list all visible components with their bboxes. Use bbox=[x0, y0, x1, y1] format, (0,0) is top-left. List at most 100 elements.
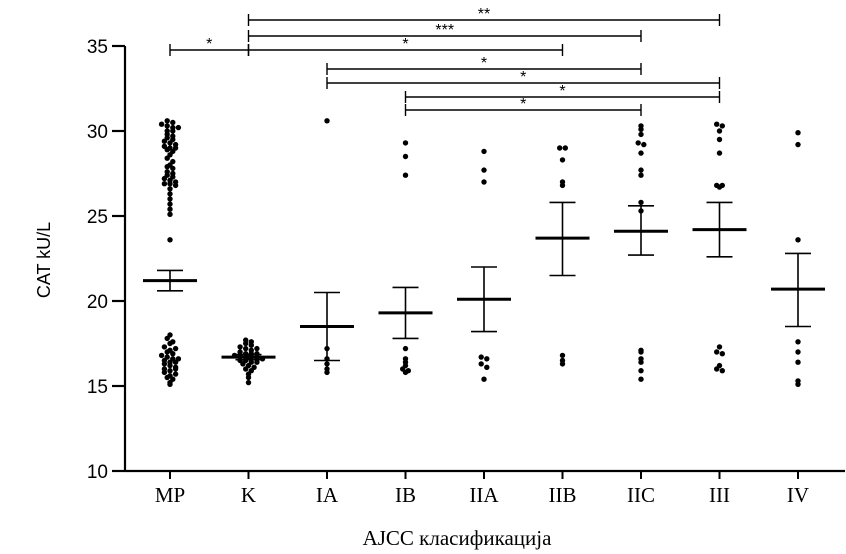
data-point bbox=[167, 368, 173, 374]
data-point bbox=[714, 349, 720, 355]
group-ib bbox=[378, 140, 433, 376]
data-point bbox=[167, 211, 173, 217]
data-point bbox=[557, 145, 563, 151]
sig-label: * bbox=[206, 36, 212, 53]
data-point bbox=[172, 345, 179, 352]
data-point bbox=[167, 181, 173, 187]
data-point bbox=[170, 351, 176, 357]
data-point bbox=[638, 150, 644, 156]
data-point bbox=[243, 366, 249, 372]
data-point bbox=[795, 349, 801, 355]
data-point bbox=[795, 359, 801, 365]
data-point bbox=[161, 344, 168, 350]
sig-bracket: * bbox=[404, 96, 642, 116]
data-point bbox=[164, 123, 170, 129]
data-point bbox=[402, 172, 409, 178]
data-point bbox=[716, 150, 723, 156]
group-k bbox=[221, 337, 276, 386]
x-tick-label: IIC bbox=[627, 483, 655, 507]
sig-label: * bbox=[520, 96, 526, 113]
data-point bbox=[795, 237, 801, 243]
data-point bbox=[719, 368, 725, 374]
data-point bbox=[638, 368, 644, 374]
data-point bbox=[481, 148, 487, 155]
data-point bbox=[172, 182, 179, 189]
sig-bracket: * bbox=[326, 55, 642, 75]
data-point bbox=[719, 123, 725, 129]
data-point bbox=[638, 376, 644, 382]
data-point bbox=[167, 362, 173, 369]
data-point bbox=[795, 130, 801, 136]
group-iib bbox=[535, 145, 590, 367]
x-tick-label: K bbox=[241, 483, 256, 507]
group-mp bbox=[143, 118, 197, 387]
data-point bbox=[324, 369, 330, 376]
y-axis: 10 15 20 25 30 35 bbox=[87, 37, 127, 483]
data-point bbox=[795, 381, 801, 387]
data-point bbox=[719, 351, 725, 357]
data-point bbox=[478, 361, 484, 367]
data-point bbox=[158, 352, 165, 359]
y-tick-label: 15 bbox=[87, 377, 108, 398]
group-ia bbox=[300, 118, 354, 376]
sig-bracket: * bbox=[247, 36, 564, 56]
data-point bbox=[172, 359, 179, 365]
data-point bbox=[716, 184, 723, 190]
data-point bbox=[481, 167, 487, 173]
data-point bbox=[714, 366, 720, 372]
data-point bbox=[237, 344, 243, 350]
data-point bbox=[167, 196, 173, 202]
data-point bbox=[484, 364, 490, 370]
data-point bbox=[170, 119, 176, 126]
data-point bbox=[164, 147, 170, 153]
data-point bbox=[559, 182, 566, 189]
data-point bbox=[161, 181, 168, 187]
data-point bbox=[638, 131, 644, 138]
data-point bbox=[167, 191, 173, 197]
sig-label: * bbox=[481, 55, 487, 72]
data-point bbox=[484, 356, 490, 362]
y-tick-label: 10 bbox=[87, 462, 108, 483]
data-point bbox=[481, 376, 487, 382]
data-point bbox=[167, 201, 173, 207]
data-point bbox=[402, 140, 409, 146]
sig-label: * bbox=[402, 36, 408, 53]
x-axis-label: AJCC класификација bbox=[363, 526, 553, 550]
group-iia bbox=[457, 148, 511, 382]
data-point bbox=[716, 344, 723, 350]
x-tick-label: IB bbox=[395, 483, 416, 507]
data-point bbox=[641, 141, 647, 148]
data-point bbox=[248, 342, 254, 348]
data-point bbox=[324, 118, 330, 124]
y-tick-label: 20 bbox=[87, 292, 108, 313]
data-point bbox=[161, 369, 168, 376]
data-point bbox=[716, 128, 723, 134]
sig-bracket: * bbox=[404, 83, 721, 103]
y-tick-label: 35 bbox=[87, 37, 108, 58]
sig-bracket: * bbox=[169, 36, 250, 56]
data-point bbox=[402, 369, 409, 376]
data-point bbox=[164, 164, 170, 170]
x-axis: MP K IA IB IIA IIB IIC III IV bbox=[125, 469, 845, 507]
data-point bbox=[559, 361, 566, 367]
sig-bracket: ** bbox=[247, 6, 721, 26]
significance-brackets: ****** ***** bbox=[169, 6, 721, 116]
data-point bbox=[795, 141, 801, 148]
data-point bbox=[167, 381, 173, 387]
data-point bbox=[240, 361, 246, 367]
data-point bbox=[245, 379, 252, 386]
group-iic bbox=[614, 123, 668, 382]
data-point bbox=[172, 371, 179, 377]
y-tick-label: 30 bbox=[87, 122, 108, 143]
data-point bbox=[164, 118, 170, 124]
data-point bbox=[161, 138, 168, 144]
data-point bbox=[481, 179, 487, 185]
data-point bbox=[638, 199, 644, 206]
y-tick-label: 25 bbox=[87, 207, 108, 228]
data-point bbox=[172, 366, 179, 372]
x-tick-label: IIB bbox=[549, 483, 577, 507]
x-tick-label: MP bbox=[155, 483, 185, 507]
group-iii bbox=[692, 121, 747, 374]
data-point bbox=[167, 237, 173, 243]
